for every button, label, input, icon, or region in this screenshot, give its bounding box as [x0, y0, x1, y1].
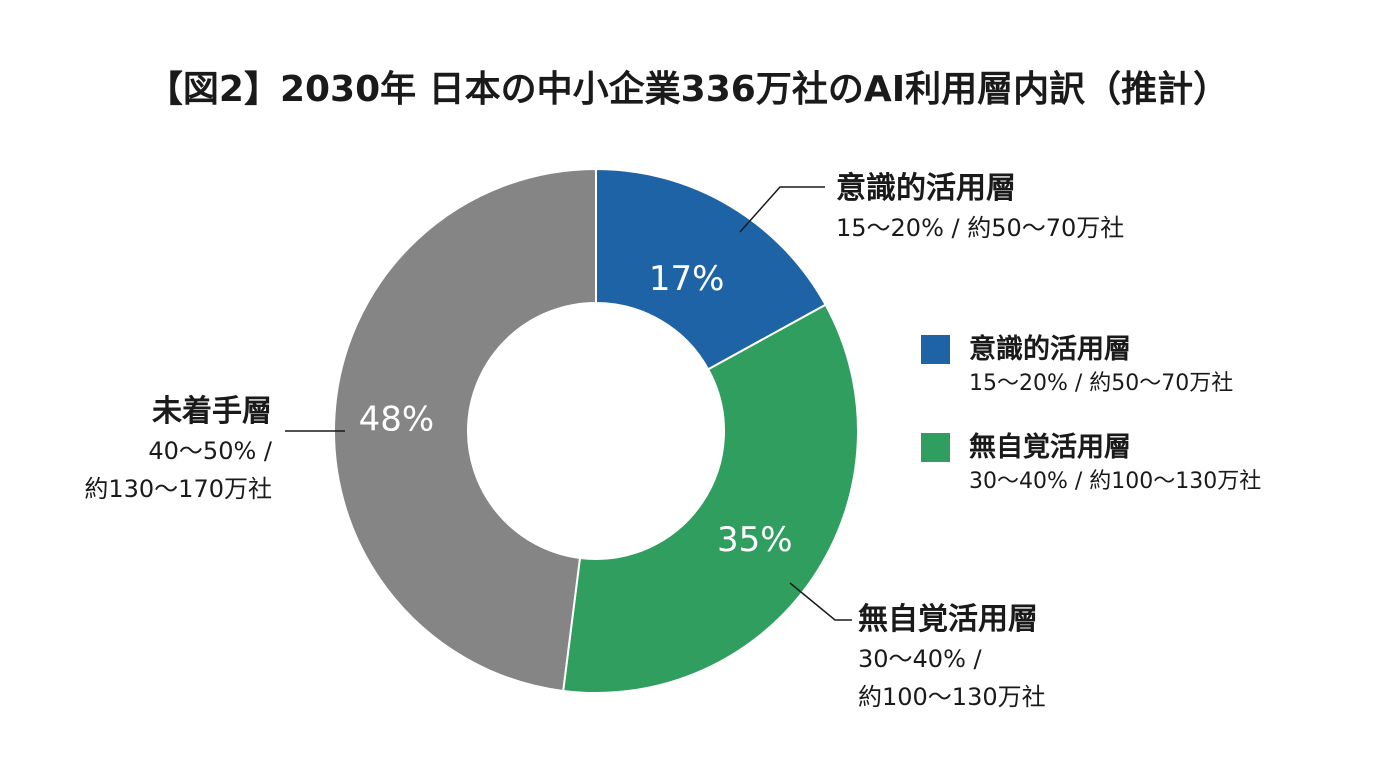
callout-detail-unstarted-2: 約130〜170万社 — [84, 475, 272, 503]
slice-percent-unstarted: 48% — [359, 399, 435, 439]
slice-percent-unconscious: 35% — [717, 520, 793, 560]
callout-name-unconscious: 無自覚活用層 — [858, 602, 1038, 637]
chart-title: 【図2】2030年 日本の中小企業336万社のAI利用層内訳（推計） — [146, 69, 1230, 110]
legend-label-unconscious: 無自覚活用層 — [969, 432, 1131, 463]
legend-detail-unconscious: 30〜40% / 約100〜130万社 — [969, 469, 1262, 494]
legend: 意識的活用層 15〜20% / 約50〜70万社 無自覚活用層 30〜40% /… — [921, 330, 1361, 526]
callout-name-conscious: 意識的活用層 — [836, 171, 1016, 206]
callout-line-unconscious — [789, 582, 852, 621]
legend-item-unconscious: 無自覚活用層 30〜40% / 約100〜130万社 — [921, 428, 1361, 496]
slice-conscious — [595, 167, 827, 371]
callout-detail-conscious-1: 15〜20% / 約50〜70万社 — [836, 214, 1124, 242]
slice-unstarted — [333, 167, 597, 693]
legend-swatch-unconscious — [921, 433, 950, 462]
callout-name-unstarted: 未着手層 — [152, 394, 272, 429]
legend-swatch-conscious — [921, 335, 950, 364]
slice-unconscious — [562, 303, 859, 694]
callout-detail-unconscious-1: 30〜40% / — [858, 645, 983, 673]
legend-detail-conscious: 15〜20% / 約50〜70万社 — [969, 371, 1234, 396]
callout-detail-unconscious-2: 約100〜130万社 — [858, 683, 1046, 711]
legend-item-conscious: 意識的活用層 15〜20% / 約50〜70万社 — [921, 330, 1361, 398]
callout-detail-unstarted-1: 40〜50% / — [148, 437, 273, 465]
slice-percent-conscious: 17% — [649, 259, 725, 299]
legend-label-conscious: 意識的活用層 — [969, 334, 1131, 365]
callout-line-conscious — [739, 186, 825, 233]
